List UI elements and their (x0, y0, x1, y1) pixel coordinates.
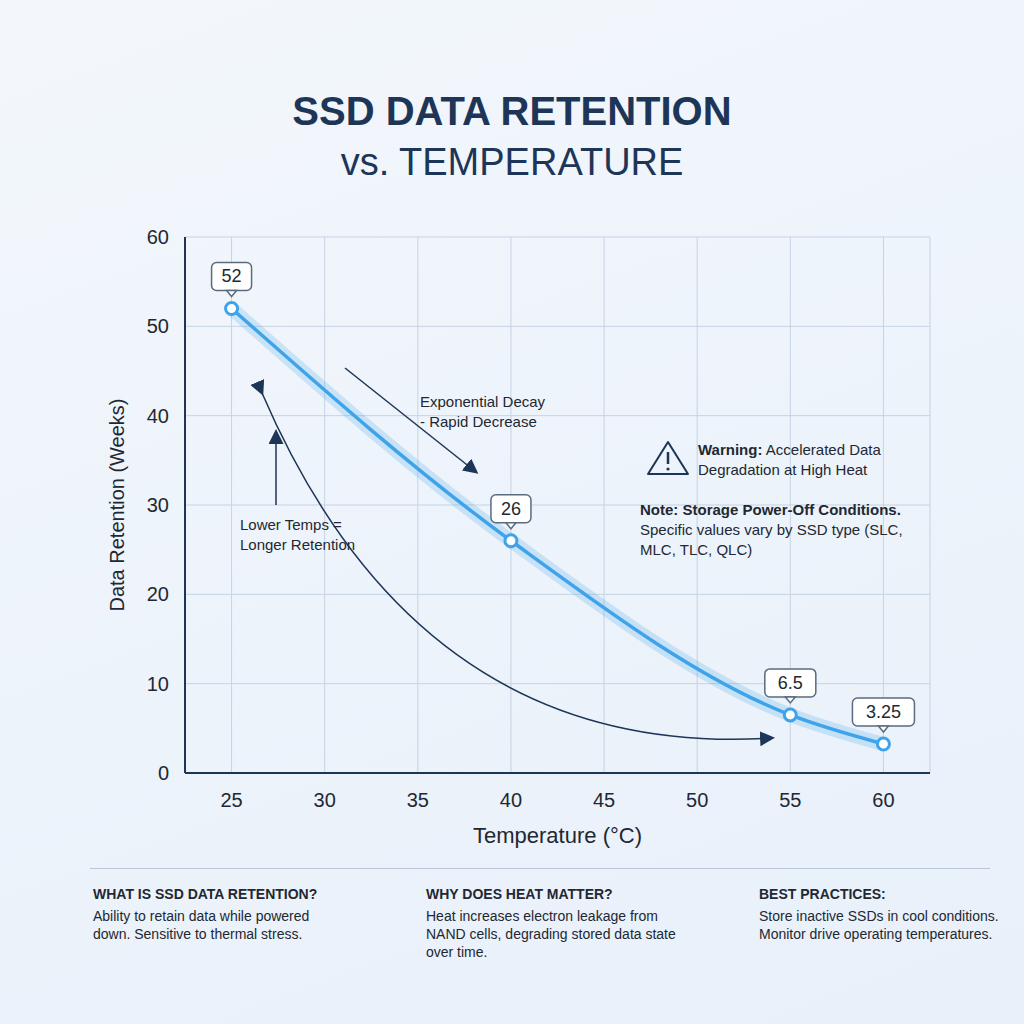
svg-text:50: 50 (147, 315, 169, 337)
svg-text:60: 60 (872, 789, 894, 811)
svg-text:52: 52 (222, 266, 242, 286)
html-text:Warning: Accelerated Data Degr: Warning: Accelerated Data Degradation at… (698, 441, 881, 478)
svg-text:55: 55 (779, 789, 801, 811)
html-text:Store inactive SSDs in cool co: Store inactive SSDs in cool conditions. … (759, 908, 999, 942)
html-text:SSD DATA RETENTION: SSD DATA RETENTION (292, 89, 732, 133)
html-text:Specific values vary by SSD ty: Specific values vary by SSD type (SLC, M… (640, 521, 903, 558)
svg-text:3.25: 3.25 (866, 702, 901, 722)
svg-text:0: 0 (158, 762, 169, 784)
html-text:vs. TEMPERATURE: vs. TEMPERATURE (340, 141, 684, 183)
svg-text:50: 50 (686, 789, 708, 811)
html-text:BEST PRACTICES:: BEST PRACTICES: (759, 886, 886, 902)
svg-text:35: 35 (407, 789, 429, 811)
html-text:Exponential Decay: Exponential Decay (420, 393, 546, 410)
svg-text:30: 30 (147, 494, 169, 516)
html-text:Heat increases electron leakag: Heat increases electron leakage from NAN… (426, 908, 676, 960)
html-text:Longer Retention: Longer Retention (240, 536, 356, 553)
svg-text:45: 45 (593, 789, 615, 811)
html-text:Ability to retain data while p: Ability to retain data while powered dow… (93, 908, 310, 942)
html-text:- Rapid Decrease: - Rapid Decrease (420, 413, 537, 430)
svg-text:20: 20 (147, 583, 169, 605)
html-text:Lower Temps =: Lower Temps = (240, 516, 342, 533)
svg-text:30: 30 (314, 789, 336, 811)
svg-text:60: 60 (147, 226, 169, 248)
svg-text:25: 25 (220, 789, 242, 811)
svg-text:Temperature (°C): Temperature (°C) (473, 823, 642, 848)
svg-text:10: 10 (147, 673, 169, 695)
svg-text:40: 40 (500, 789, 522, 811)
html-text:Note: Storage Power-Off Condit: Note: Storage Power-Off Conditions. (640, 501, 901, 518)
html-text:WHAT IS SSD DATA RETENTION?: WHAT IS SSD DATA RETENTION? (93, 886, 318, 902)
svg-text:40: 40 (147, 405, 169, 427)
svg-text:26: 26 (501, 499, 521, 519)
svg-text:Data Retention (Weeks): Data Retention (Weeks) (106, 398, 128, 611)
svg-text:6.5: 6.5 (778, 673, 803, 693)
html-text:WHY DOES HEAT MATTER?: WHY DOES HEAT MATTER? (426, 886, 613, 902)
